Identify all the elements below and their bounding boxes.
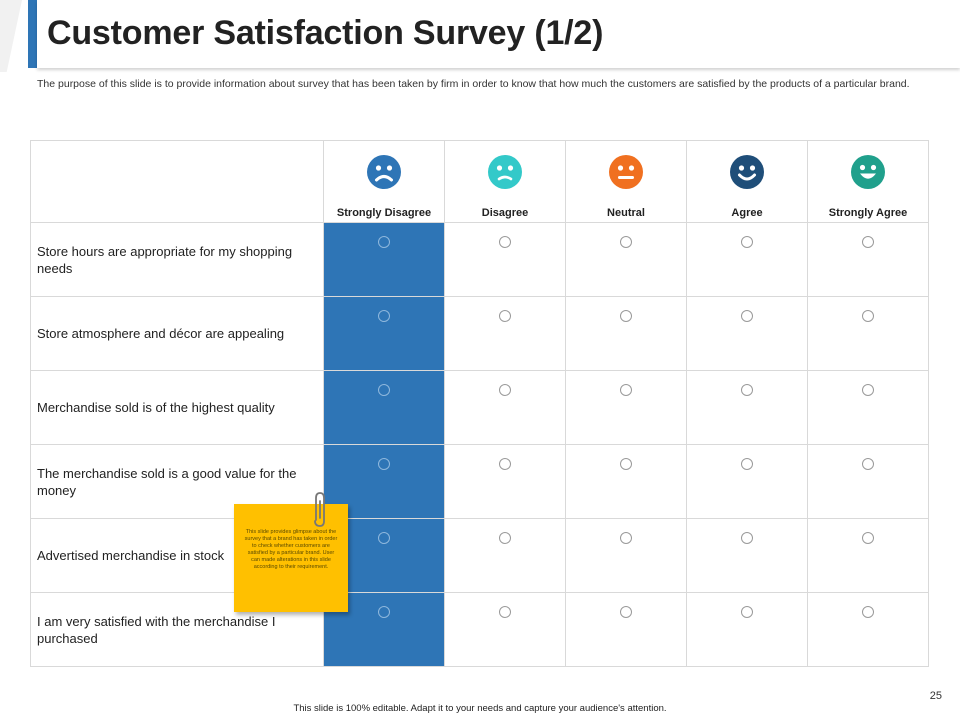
rating-cell: [565, 592, 687, 667]
radio-strongly-disagree[interactable]: [378, 531, 390, 544]
rating-cell: [565, 296, 687, 371]
rating-cell: [807, 370, 929, 445]
sticky-note-text: This slide provides glimpse about the su…: [244, 529, 338, 570]
header-corner-cell: [30, 140, 324, 223]
radio-neutral[interactable]: [620, 531, 632, 544]
sticky-note: This slide provides glimpse about the su…: [234, 504, 348, 612]
radio-neutral[interactable]: [620, 309, 632, 322]
decorative-slash: [0, 0, 23, 72]
rating-cell: [686, 592, 808, 667]
column-neutral: Neutral: [565, 140, 687, 223]
rating-cell: [807, 444, 929, 519]
column-label: Neutral: [607, 207, 645, 219]
rating-cell: [444, 444, 566, 519]
survey-header-row: Strongly Disagree Disagree: [30, 140, 929, 223]
radio-neutral[interactable]: [620, 605, 632, 618]
statement-cell: Merchandise sold is of the highest quali…: [30, 370, 324, 445]
rating-cell: [686, 518, 808, 593]
page-number: 25: [929, 690, 942, 702]
page-title: Customer Satisfaction Survey (1/2): [47, 14, 604, 52]
radio-disagree[interactable]: [499, 309, 511, 322]
radio-strongly-disagree[interactable]: [378, 235, 390, 248]
column-label: Strongly Agree: [828, 207, 908, 219]
rating-cell: [686, 222, 808, 297]
statement-cell: Store atmosphere and décor are appealing: [30, 296, 324, 371]
rating-cell: [686, 444, 808, 519]
rating-cell: [807, 592, 929, 667]
radio-neutral[interactable]: [620, 235, 632, 248]
radio-strongly-agree[interactable]: [862, 383, 874, 396]
column-label: Strongly Disagree: [336, 207, 432, 219]
neutral-face-icon: [609, 155, 643, 189]
radio-strongly-agree[interactable]: [862, 605, 874, 618]
rating-cell: [323, 592, 445, 667]
rating-cell: [444, 370, 566, 445]
radio-strongly-disagree[interactable]: [378, 457, 390, 470]
survey-row: Merchandise sold is of the highest quali…: [30, 370, 929, 445]
radio-agree[interactable]: [741, 531, 753, 544]
survey-row: I am very satisfied with the merchandise…: [30, 592, 929, 667]
rating-cell: [565, 518, 687, 593]
sad-face-icon: [488, 155, 522, 189]
rating-cell: [807, 296, 929, 371]
rating-cell: [686, 370, 808, 445]
radio-strongly-agree[interactable]: [862, 531, 874, 544]
rating-cell: [686, 296, 808, 371]
rating-cell: [807, 222, 929, 297]
radio-strongly-agree[interactable]: [862, 457, 874, 470]
footer-note: This slide is 100% editable. Adapt it to…: [293, 703, 667, 714]
title-box: [37, 0, 960, 68]
rating-cell: [444, 592, 566, 667]
rating-cell: [807, 518, 929, 593]
radio-neutral[interactable]: [620, 457, 632, 470]
rating-cell: [565, 444, 687, 519]
grin-face-icon: [851, 155, 885, 189]
page-subtitle: The purpose of this slide is to provide …: [37, 78, 910, 90]
rating-cell: [323, 222, 445, 297]
frown-face-icon: [367, 155, 401, 189]
radio-disagree[interactable]: [499, 235, 511, 248]
radio-neutral[interactable]: [620, 383, 632, 396]
statement-cell: Store hours are appropriate for my shopp…: [30, 222, 324, 297]
radio-strongly-disagree[interactable]: [378, 383, 390, 396]
radio-strongly-agree[interactable]: [862, 309, 874, 322]
statement-cell: The merchandise sold is a good value for…: [30, 444, 324, 519]
radio-agree[interactable]: [741, 457, 753, 470]
rating-cell: [444, 296, 566, 371]
smile-face-icon: [730, 155, 764, 189]
radio-agree[interactable]: [741, 605, 753, 618]
column-strongly-disagree: Strongly Disagree: [323, 140, 445, 223]
rating-cell: [323, 296, 445, 371]
survey-row: The merchandise sold is a good value for…: [30, 444, 929, 519]
radio-agree[interactable]: [741, 235, 753, 248]
rating-cell: [444, 222, 566, 297]
survey-table: Strongly Disagree Disagree: [30, 140, 929, 667]
radio-disagree[interactable]: [499, 457, 511, 470]
rating-cell: [444, 518, 566, 593]
survey-row: Store hours are appropriate for my shopp…: [30, 222, 929, 297]
statement-cell: I am very satisfied with the merchandise…: [30, 592, 324, 667]
title-accent-bar: [28, 0, 37, 68]
survey-row: Store atmosphere and décor are appealing: [30, 296, 929, 371]
column-disagree: Disagree: [444, 140, 566, 223]
radio-strongly-disagree[interactable]: [378, 309, 390, 322]
column-agree: Agree: [686, 140, 808, 223]
radio-strongly-agree[interactable]: [862, 235, 874, 248]
radio-disagree[interactable]: [499, 383, 511, 396]
radio-agree[interactable]: [741, 309, 753, 322]
rating-cell: [323, 370, 445, 445]
radio-disagree[interactable]: [499, 531, 511, 544]
radio-strongly-disagree[interactable]: [378, 605, 390, 618]
survey-row: Advertised merchandise in stock: [30, 518, 929, 593]
radio-agree[interactable]: [741, 383, 753, 396]
column-strongly-agree: Strongly Agree: [807, 140, 929, 223]
column-label: Agree: [731, 207, 763, 219]
column-label: Disagree: [481, 207, 529, 219]
rating-cell: [565, 370, 687, 445]
paperclip-icon: [314, 492, 325, 527]
radio-disagree[interactable]: [499, 605, 511, 618]
rating-cell: [565, 222, 687, 297]
